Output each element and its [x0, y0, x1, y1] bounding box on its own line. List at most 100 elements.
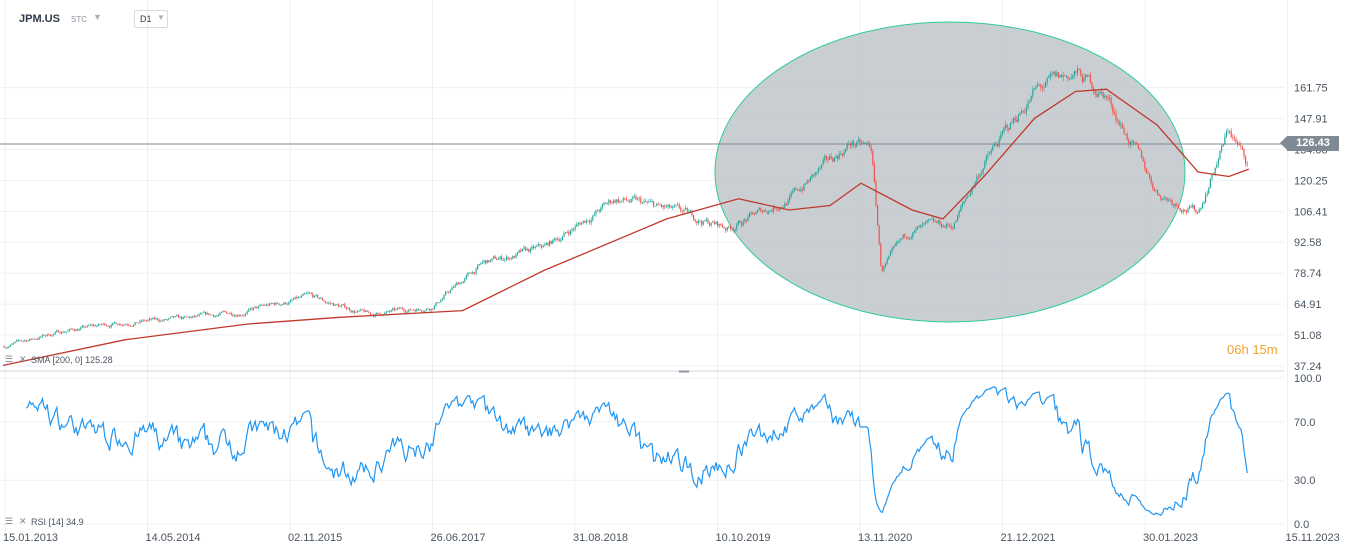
indicator-settings-icon[interactable]: ✕ [19, 354, 27, 364]
candle-body [998, 139, 1000, 147]
timeframe-select[interactable]: D1 ▼ [134, 10, 168, 28]
candle-body [835, 156, 837, 158]
candle-body [713, 221, 715, 224]
candle-body [433, 306, 435, 309]
candle-body [693, 215, 695, 220]
candle-body [550, 241, 552, 244]
candle-body [318, 297, 320, 299]
candle-body [990, 150, 992, 154]
candle-body [929, 219, 931, 221]
candle-body [200, 313, 202, 315]
indicator-list-icon[interactable]: ☰ [5, 354, 14, 364]
candle-body [1205, 194, 1207, 203]
candle-body [816, 171, 818, 173]
candle-body [350, 310, 352, 313]
candle-body [1014, 117, 1016, 120]
candle-body [1083, 77, 1085, 83]
rsi-list-icon[interactable]: ☰ [5, 516, 14, 526]
candle-body [464, 278, 466, 282]
candle-body [542, 246, 544, 248]
candle-body [625, 198, 627, 201]
candle-body [30, 338, 32, 340]
sma-legend[interactable]: SMA [200, 0] 125.28 [31, 355, 113, 365]
candle-body [726, 227, 728, 231]
candle-body [86, 325, 88, 328]
candle-body [1221, 146, 1223, 151]
candle-body [665, 206, 667, 208]
candle-body [1141, 150, 1143, 159]
candle-body [32, 338, 34, 340]
candle-body [152, 317, 154, 320]
highlight-ellipse[interactable] [714, 21, 1186, 323]
candle-body [446, 291, 448, 293]
candle-body [624, 198, 626, 199]
candle-body [1173, 204, 1175, 206]
candle-body [1120, 124, 1122, 126]
candle-body [789, 196, 791, 201]
rsi-tick-label: 30.0 [1294, 475, 1315, 487]
candle-body [137, 322, 139, 324]
candle-body [901, 238, 903, 240]
candle-body [1035, 85, 1037, 89]
candle-body [449, 290, 451, 293]
candle-body [1160, 195, 1162, 200]
candle-body [617, 199, 619, 203]
candle-body [758, 207, 760, 211]
candle-body [729, 226, 731, 229]
candle-body [1155, 189, 1157, 191]
candle-body [526, 248, 528, 251]
candle-body [1206, 193, 1208, 195]
candle-body [859, 139, 861, 143]
candle-body [1152, 183, 1154, 189]
candle-body [814, 172, 816, 176]
candle-body [1067, 75, 1069, 80]
candle-body [765, 210, 767, 212]
candle-body [246, 311, 248, 314]
candle-body [38, 337, 40, 340]
candle-body [699, 220, 701, 222]
candle-body [1149, 174, 1151, 178]
rsi-settings-icon[interactable]: ✕ [19, 516, 27, 526]
candle-body [299, 297, 301, 298]
candle-body [1121, 124, 1123, 128]
candle-body [936, 221, 938, 224]
candle-body [689, 210, 691, 212]
candle-body [198, 314, 200, 316]
candle-body [971, 187, 973, 193]
candle-body [1211, 174, 1213, 179]
candle-body [918, 226, 920, 228]
candle-body [917, 226, 919, 229]
candle-body [657, 203, 659, 205]
candle-body [781, 207, 783, 208]
candle-body [19, 340, 21, 341]
candle-body [755, 212, 757, 215]
candle-body [240, 315, 242, 317]
symbol-label[interactable]: JPM.US [19, 13, 60, 25]
candle-body [557, 239, 559, 241]
timeframe-chevron-down-icon: ▼ [157, 13, 165, 22]
candle-body [933, 218, 935, 222]
candle-body [905, 236, 907, 238]
candle-body [441, 298, 443, 301]
candle-body [926, 220, 928, 222]
candle-body [149, 318, 151, 321]
rsi-legend[interactable]: RSI [14] 34.9 [31, 517, 84, 527]
candle-body [891, 248, 893, 252]
candle-body [1078, 68, 1080, 70]
candle-body [1246, 163, 1248, 166]
candle-body [312, 293, 314, 298]
candle-body [648, 201, 650, 203]
candle-body [80, 327, 82, 330]
candle-body [461, 282, 463, 284]
symbol-chevron-down-icon[interactable]: ▼ [93, 12, 102, 22]
candle-body [489, 260, 491, 262]
candle-body [1197, 212, 1199, 214]
candle-body [177, 315, 179, 318]
candle-body [83, 325, 85, 327]
candle-body [1113, 111, 1115, 114]
candle-body [1003, 127, 1005, 132]
candle-body [1085, 74, 1087, 78]
candle-body [640, 198, 642, 203]
candle-body [163, 319, 165, 321]
